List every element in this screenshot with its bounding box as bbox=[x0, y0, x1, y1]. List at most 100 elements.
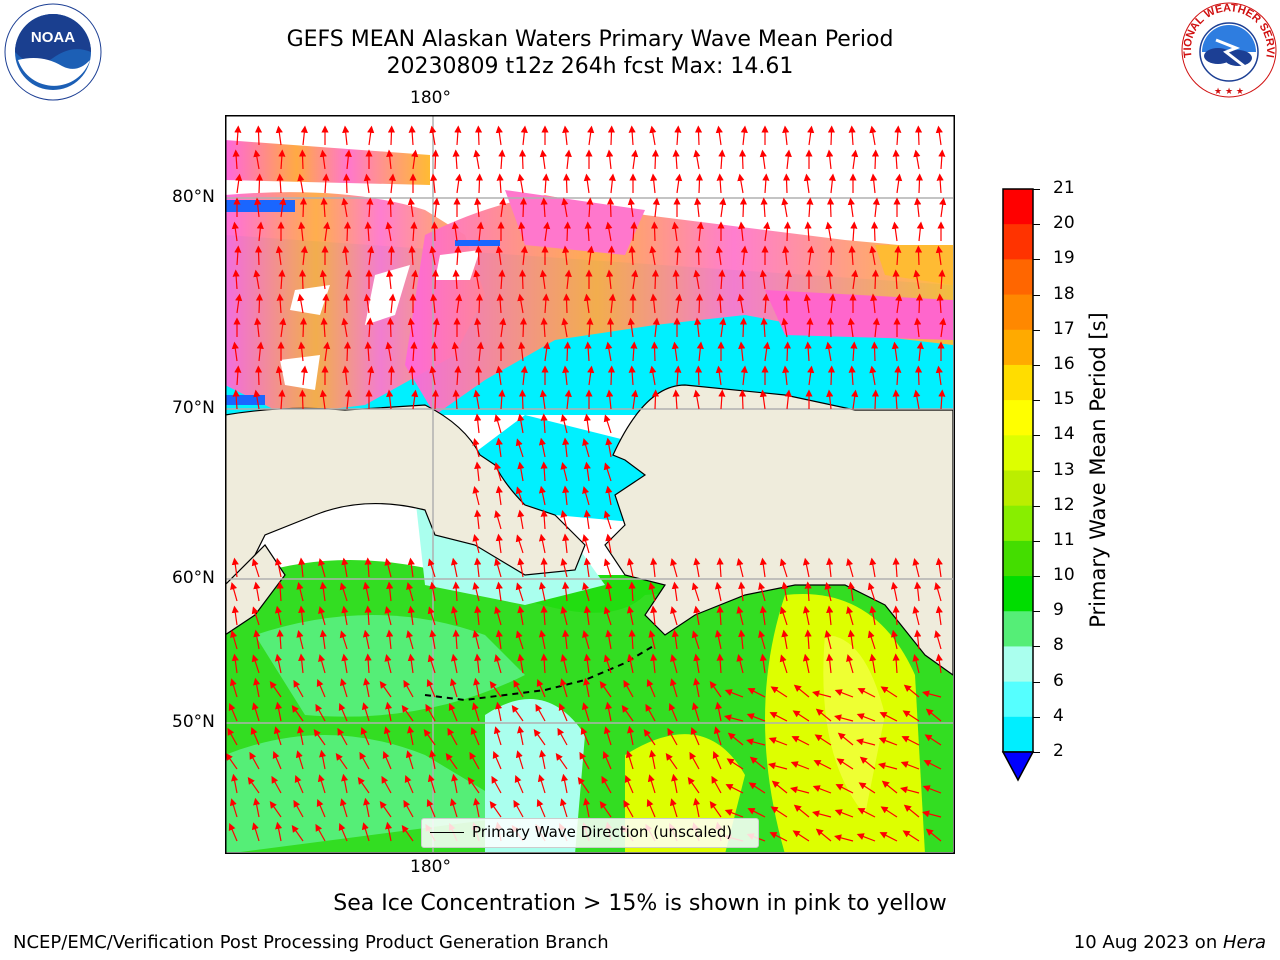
wave-arrow bbox=[472, 630, 480, 650]
wave-arrow bbox=[771, 780, 788, 794]
wave-arrow bbox=[253, 797, 261, 818]
wave-arrow bbox=[276, 581, 284, 602]
wave-arrow bbox=[427, 774, 436, 794]
wave-arrow bbox=[715, 365, 723, 386]
wave-arrow bbox=[939, 317, 947, 338]
wave-arrow bbox=[903, 684, 920, 698]
wave-arrow bbox=[587, 125, 595, 146]
wave-arrow bbox=[562, 173, 571, 194]
wave-arrow bbox=[427, 606, 436, 626]
wave-arrow bbox=[344, 389, 352, 410]
wave-arrow bbox=[431, 149, 440, 170]
wave-arrow bbox=[871, 269, 880, 290]
wave-arrow bbox=[879, 832, 898, 842]
colorbar-tick-label: 19 bbox=[1053, 248, 1075, 269]
wave-arrow bbox=[812, 810, 832, 818]
wave-arrow bbox=[715, 701, 723, 722]
wave-arrow bbox=[871, 149, 880, 170]
wave-arrow bbox=[533, 728, 546, 746]
wave-arrow bbox=[498, 269, 506, 290]
wave-arrow bbox=[539, 389, 547, 410]
wave-arrow bbox=[792, 710, 810, 722]
wave-arrow bbox=[291, 824, 304, 842]
colorbar-tick-label: 14 bbox=[1053, 424, 1075, 445]
wave-arrow bbox=[562, 125, 570, 146]
wave-arrow bbox=[859, 756, 876, 770]
wave-arrow bbox=[254, 365, 263, 386]
wave-arrow bbox=[230, 630, 238, 650]
wave-arrow bbox=[584, 221, 592, 242]
wave-arrow bbox=[426, 678, 436, 698]
wave-arrow bbox=[430, 221, 439, 242]
wave-arrow bbox=[586, 317, 594, 338]
colorbar-tick-mark bbox=[1033, 752, 1040, 753]
wave-arrow bbox=[384, 606, 392, 626]
map-panel bbox=[225, 115, 955, 854]
wave-arrow bbox=[411, 269, 419, 290]
wave-arrow bbox=[856, 738, 876, 746]
wave-arrow bbox=[689, 751, 700, 770]
colorbar-tick-mark bbox=[1033, 470, 1040, 472]
colorbar-segment bbox=[1003, 435, 1033, 471]
wave-arrow bbox=[740, 125, 748, 146]
wave-arrow bbox=[542, 173, 550, 194]
wave-arrow bbox=[518, 389, 527, 410]
wave-arrow bbox=[709, 680, 722, 698]
wave-arrow bbox=[603, 462, 612, 482]
wave-arrow bbox=[540, 605, 548, 626]
wave-arrow bbox=[900, 786, 920, 794]
wave-arrow bbox=[234, 365, 242, 386]
wave-arrow bbox=[562, 365, 570, 386]
wave-arrow bbox=[538, 437, 546, 458]
wave-arrow bbox=[935, 365, 943, 386]
wave-arrow bbox=[922, 785, 942, 794]
wave-arrow bbox=[450, 605, 458, 626]
wave-arrow bbox=[902, 830, 920, 842]
wave-arrow bbox=[316, 798, 326, 818]
wave-arrow bbox=[429, 365, 437, 386]
wave-arrow bbox=[891, 221, 899, 242]
wave-arrow bbox=[379, 800, 392, 818]
wave-arrow bbox=[562, 485, 570, 506]
wave-arrow bbox=[426, 798, 436, 818]
wave-arrow bbox=[318, 558, 326, 578]
wave-arrow bbox=[880, 686, 898, 698]
wave-arrow bbox=[517, 653, 525, 674]
wave-arrow bbox=[719, 317, 727, 338]
wave-arrow bbox=[759, 653, 767, 674]
colorbar-tick-mark bbox=[1033, 364, 1040, 366]
wave-arrow bbox=[387, 245, 396, 266]
wave-arrow bbox=[429, 245, 437, 266]
wave-arrow bbox=[674, 125, 682, 146]
colorbar-tick-mark bbox=[1033, 294, 1040, 296]
colorbar-tick-label: 16 bbox=[1053, 353, 1075, 374]
wave-arrow bbox=[631, 269, 639, 290]
wave-arrow bbox=[494, 462, 502, 482]
wave-arrow bbox=[807, 125, 815, 146]
colorbar-segment bbox=[1003, 329, 1033, 366]
wave-arrow bbox=[298, 389, 307, 410]
wave-arrow bbox=[401, 704, 414, 722]
wave-arrow bbox=[339, 678, 348, 698]
wave-arrow bbox=[316, 678, 326, 698]
colorbar-segment bbox=[1003, 294, 1033, 331]
wave-arrow bbox=[848, 245, 856, 266]
colorbar-tick-mark bbox=[1033, 505, 1040, 507]
wave-arrow bbox=[515, 534, 524, 554]
wave-arrow bbox=[274, 557, 282, 578]
wave-arrow bbox=[385, 701, 393, 722]
wave-arrow bbox=[407, 557, 415, 578]
wave-arrow bbox=[718, 149, 726, 170]
wave-arrow bbox=[273, 726, 282, 746]
wave-arrow bbox=[251, 654, 260, 674]
wave-arrow bbox=[900, 761, 920, 770]
wave-arrow bbox=[869, 245, 877, 266]
wave-arrow bbox=[540, 653, 548, 674]
wave-arrow bbox=[472, 582, 480, 602]
wave-arrow bbox=[474, 245, 483, 266]
wave-arrow bbox=[782, 365, 790, 386]
wave-arrow bbox=[781, 197, 789, 218]
wave-arrow bbox=[916, 341, 924, 362]
wave-arrow bbox=[406, 582, 414, 602]
colorbar-label: Primary Wave Mean Period [s] bbox=[1086, 312, 1110, 628]
